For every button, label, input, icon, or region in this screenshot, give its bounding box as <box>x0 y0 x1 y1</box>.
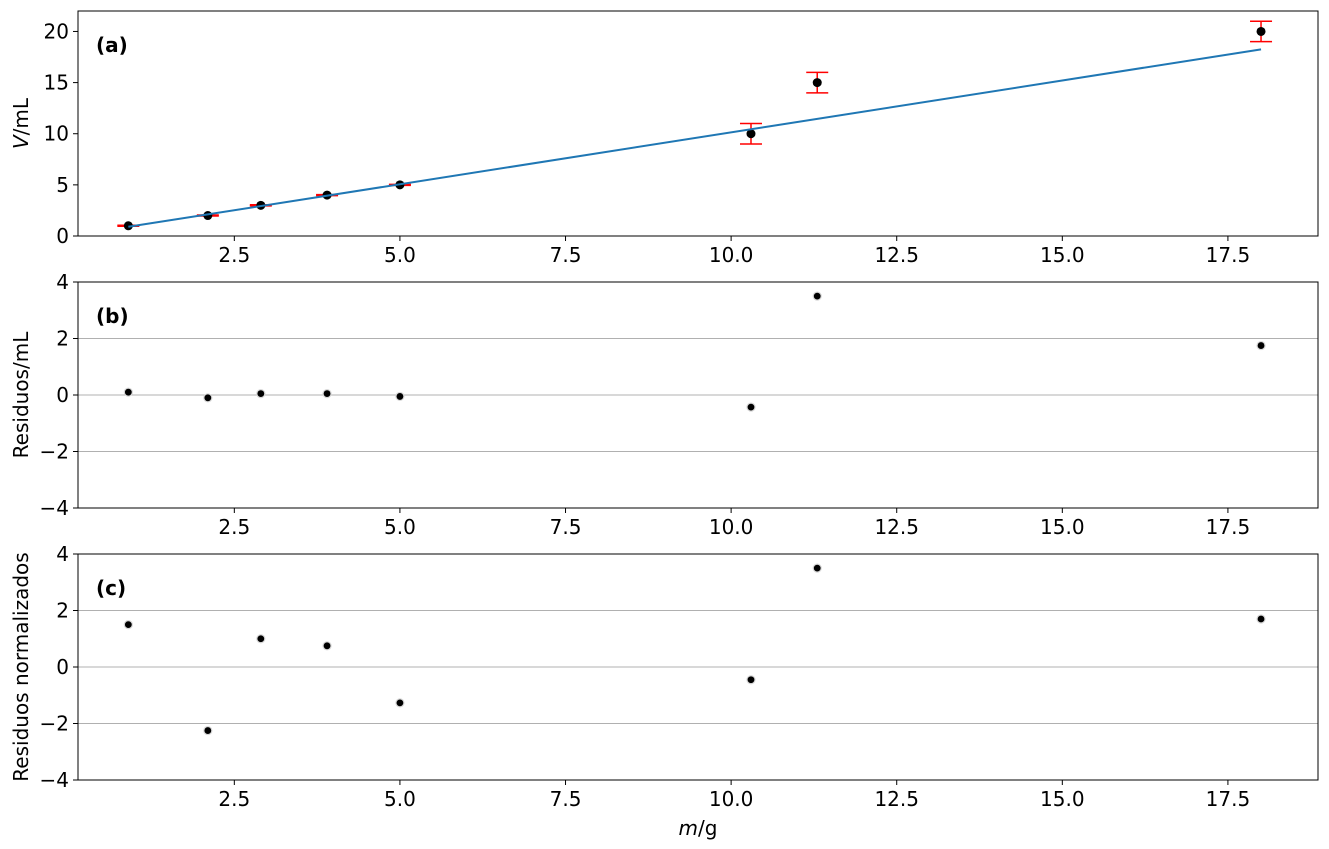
x-tick-label: 10.0 <box>709 515 754 539</box>
y-tick-label: 0 <box>56 383 69 407</box>
y-tick-label: 20 <box>44 19 69 43</box>
data-point <box>746 129 756 139</box>
x-tick-label: 7.5 <box>550 243 582 267</box>
y-tick-label: −4 <box>40 496 69 520</box>
x-tick-label: 10.0 <box>709 787 754 811</box>
y-tick-label: 4 <box>56 270 69 294</box>
residual-point <box>746 402 756 412</box>
residual-point <box>256 388 266 399</box>
x-tick-label: 12.5 <box>874 515 919 539</box>
residual-point <box>395 391 405 402</box>
x-tick-label: 15.0 <box>1040 243 1085 267</box>
residual-point <box>322 388 332 399</box>
x-tick-label: 15.0 <box>1040 515 1085 539</box>
residual-point <box>1256 340 1266 351</box>
panel-a: 2.5 5.0 7.5 10.0 12.5 15.0 17.5 0 5 10 15 20 (a) V/mL <box>9 10 1319 267</box>
x-tick-label: 5.0 <box>384 515 416 539</box>
x-axis-symbol: m <box>679 816 698 840</box>
y-tick-label: 4 <box>56 542 69 566</box>
x-tick-label: 7.5 <box>550 515 582 539</box>
y-axis-label: V/mL <box>9 97 33 149</box>
x-axis-label: m/g <box>679 816 718 840</box>
panel-tag: (b) <box>96 304 129 328</box>
panel-tag: (c) <box>96 576 126 600</box>
x-tick-label: 2.5 <box>218 515 250 539</box>
y-tick-label: −2 <box>40 440 69 464</box>
data-point <box>1256 26 1266 36</box>
y-axis-label: Residuos/mL <box>9 331 33 459</box>
y-tick-label: 2 <box>56 327 69 351</box>
residual-point <box>322 641 332 651</box>
x-tick-label: 17.5 <box>1206 243 1251 267</box>
y-tick-label: 10 <box>44 122 69 146</box>
data-point <box>812 78 822 88</box>
x-tick-label: 2.5 <box>218 243 250 267</box>
residual-point <box>812 563 822 573</box>
residual-point <box>123 620 133 630</box>
y-axis-unit: /mL <box>9 97 33 135</box>
x-tick-label: 5.0 <box>384 787 416 811</box>
residual-point <box>203 393 213 403</box>
x-tick-label: 15.0 <box>1040 787 1085 811</box>
y-tick-label: 15 <box>44 71 69 95</box>
x-tick-label: 10.0 <box>709 243 754 267</box>
residual-point <box>395 698 405 708</box>
y-tick-label: −2 <box>40 712 69 736</box>
x-tick-label: 2.5 <box>218 787 250 811</box>
residual-point <box>256 634 266 644</box>
x-axis-unit: /g <box>698 816 717 840</box>
panel-tag: (a) <box>96 33 128 57</box>
y-tick-label: 0 <box>56 655 69 679</box>
y-tick-label: 2 <box>56 599 69 623</box>
panel-c: 2.5 5.0 7.5 10.0 12.5 15.0 17.5 −4 −2 0 2 4 (c) Resid… <box>9 542 1319 840</box>
panel-b: 2.5 5.0 7.5 10.0 12.5 15.0 17.5 −4 −2 0 2 4 (b) Resid… <box>9 270 1319 539</box>
y-tick-label: 5 <box>56 173 69 197</box>
residual-point <box>746 675 756 685</box>
data-point <box>123 221 133 231</box>
residual-point <box>123 387 133 397</box>
x-tick-label: 7.5 <box>550 787 582 811</box>
x-tick-label: 12.5 <box>874 787 919 811</box>
residual-point <box>812 291 822 301</box>
residual-point <box>1256 614 1266 624</box>
y-tick-label: 0 <box>56 224 69 248</box>
x-tick-label: 12.5 <box>874 243 919 267</box>
y-tick-label: −4 <box>40 768 69 792</box>
x-tick-label: 5.0 <box>384 243 416 267</box>
y-axis-symbol: V <box>9 134 33 149</box>
residual-point <box>203 725 213 736</box>
x-tick-label: 17.5 <box>1206 515 1251 539</box>
y-axis-label: Residuos normalizados <box>9 552 33 781</box>
fit-line <box>128 48 1262 228</box>
x-tick-label: 17.5 <box>1206 787 1251 811</box>
axes-frame <box>77 10 1319 237</box>
